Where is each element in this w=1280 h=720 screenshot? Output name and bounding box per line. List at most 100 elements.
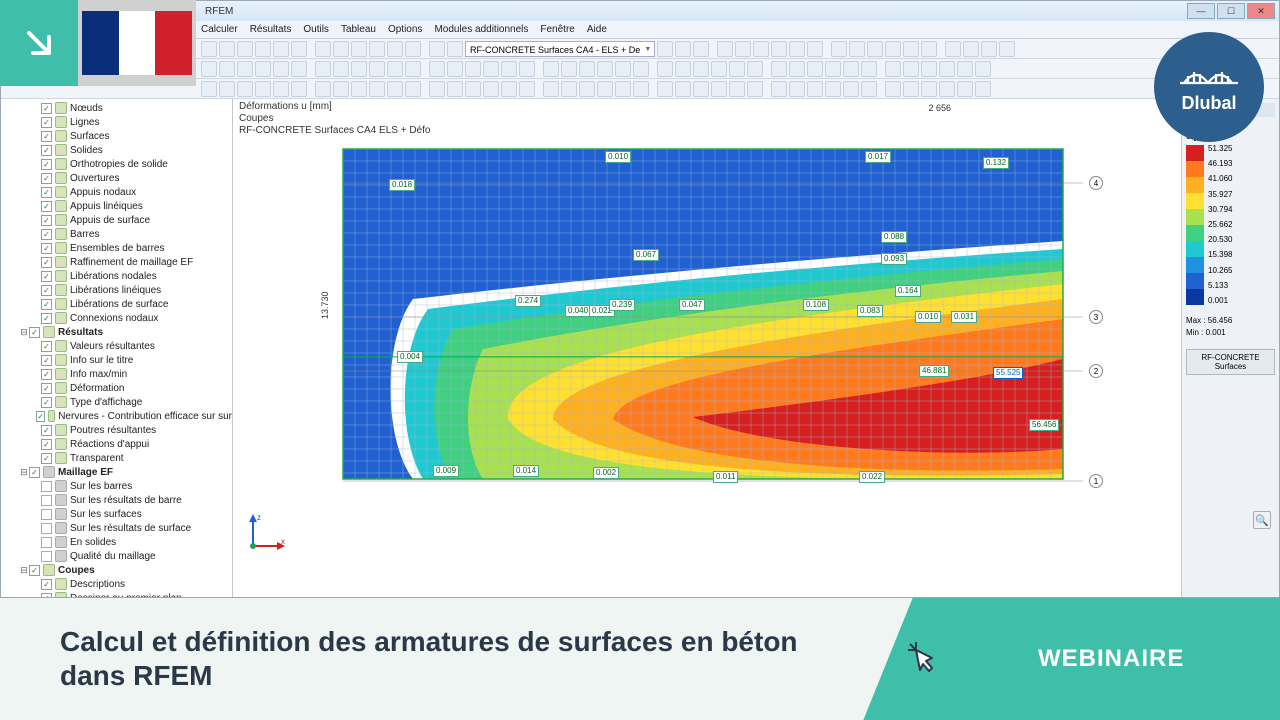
checkbox-icon[interactable] xyxy=(41,425,52,436)
checkbox-icon[interactable] xyxy=(41,243,52,254)
checkbox-icon[interactable] xyxy=(41,593,52,598)
tree-item[interactable]: Réactions d'appui xyxy=(7,437,232,451)
toolbar-button[interactable] xyxy=(465,81,481,97)
toolbar-button[interactable] xyxy=(501,81,517,97)
toolbar-button[interactable] xyxy=(903,81,919,97)
toolbar-button[interactable] xyxy=(975,61,991,77)
toolbar-button[interactable] xyxy=(369,81,385,97)
toolbar-button[interactable] xyxy=(939,81,955,97)
checkbox-icon[interactable] xyxy=(29,565,40,576)
toolbar-button[interactable] xyxy=(789,61,805,77)
toolbar-button[interactable] xyxy=(315,61,331,77)
menu-résultats[interactable]: Résultats xyxy=(250,24,292,35)
toolbar-button[interactable] xyxy=(201,61,217,77)
checkbox-icon[interactable] xyxy=(41,579,52,590)
checkbox-icon[interactable] xyxy=(41,145,52,156)
toolbar-button[interactable] xyxy=(333,81,349,97)
toolbar-button[interactable] xyxy=(735,41,751,57)
toolbar-button[interactable] xyxy=(543,61,559,77)
toolbar-button[interactable] xyxy=(291,41,307,57)
checkbox-icon[interactable] xyxy=(41,551,52,562)
tree-item[interactable]: Appuis linéiques xyxy=(7,199,232,213)
checkbox-icon[interactable] xyxy=(41,103,52,114)
toolbar-button[interactable] xyxy=(807,41,823,57)
toolbar-button[interactable] xyxy=(789,81,805,97)
tree-item[interactable]: Solides xyxy=(7,143,232,157)
toolbar-button[interactable] xyxy=(957,81,973,97)
toolbar-button[interactable] xyxy=(921,41,937,57)
toolbar-button[interactable] xyxy=(729,81,745,97)
checkbox-icon[interactable] xyxy=(41,369,52,380)
toolbar-button[interactable] xyxy=(729,61,745,77)
toolbar-button[interactable] xyxy=(597,61,613,77)
tree-item[interactable]: ⊟Résultats xyxy=(7,325,232,339)
toolbar-button[interactable] xyxy=(387,41,403,57)
toolbar-button[interactable] xyxy=(561,81,577,97)
tree-item[interactable]: Orthotropies de solide xyxy=(7,157,232,171)
toolbar-button[interactable] xyxy=(429,41,445,57)
toolbar-button[interactable] xyxy=(519,81,535,97)
checkbox-icon[interactable] xyxy=(41,159,52,170)
tree-item[interactable]: Sur les surfaces xyxy=(7,507,232,521)
checkbox-icon[interactable] xyxy=(41,201,52,212)
toolbar-button[interactable] xyxy=(957,61,973,77)
toolbar-button[interactable] xyxy=(333,41,349,57)
toolbar-button[interactable] xyxy=(963,41,979,57)
toolbar-button[interactable] xyxy=(405,61,421,77)
toolbar-button[interactable] xyxy=(657,41,673,57)
toolbar-button[interactable] xyxy=(771,61,787,77)
tree-item[interactable]: ⊟Coupes xyxy=(7,563,232,577)
toolbar-button[interactable] xyxy=(273,41,289,57)
toolbar-button[interactable] xyxy=(387,81,403,97)
toolbar-button[interactable] xyxy=(843,61,859,77)
tree-item[interactable]: Nervures - Contribution efficace sur sur xyxy=(7,409,232,423)
minimize-button[interactable]: — xyxy=(1187,3,1215,19)
toolbar-button[interactable] xyxy=(717,41,733,57)
toolbar-button[interactable] xyxy=(885,61,901,77)
checkbox-icon[interactable] xyxy=(41,117,52,128)
toolbar-button[interactable] xyxy=(711,61,727,77)
zoom-icon[interactable]: 🔍 xyxy=(1253,511,1271,529)
menu-options[interactable]: Options xyxy=(388,24,422,35)
checkbox-icon[interactable] xyxy=(41,537,52,548)
toolbar-button[interactable] xyxy=(201,41,217,57)
toolbar-button[interactable] xyxy=(237,61,253,77)
toolbar-button[interactable] xyxy=(291,81,307,97)
toolbar-button[interactable] xyxy=(333,61,349,77)
toolbar-button[interactable] xyxy=(861,81,877,97)
tree-item[interactable]: Raffinement de maillage EF xyxy=(7,255,232,269)
checkbox-icon[interactable] xyxy=(41,481,52,492)
toolbar-button[interactable] xyxy=(861,61,877,77)
toolbar-button[interactable] xyxy=(219,81,235,97)
tree-item[interactable]: Info sur le titre xyxy=(7,353,232,367)
toolbar-button[interactable] xyxy=(849,41,865,57)
checkbox-icon[interactable] xyxy=(41,397,52,408)
toolbar-button[interactable] xyxy=(483,81,499,97)
checkbox-icon[interactable] xyxy=(41,285,52,296)
checkbox-icon[interactable] xyxy=(36,411,45,422)
toolbar-button[interactable] xyxy=(939,61,955,77)
checkbox-icon[interactable] xyxy=(41,271,52,282)
toolbar-button[interactable] xyxy=(351,81,367,97)
toolbar-button[interactable] xyxy=(867,41,883,57)
toolbar-button[interactable] xyxy=(693,81,709,97)
toolbar-button[interactable] xyxy=(771,81,787,97)
checkbox-icon[interactable] xyxy=(41,453,52,464)
tree-item[interactable]: Libérations de surface xyxy=(7,297,232,311)
checkbox-icon[interactable] xyxy=(41,355,52,366)
checkbox-icon[interactable] xyxy=(29,467,40,478)
toolbar-button[interactable] xyxy=(771,41,787,57)
toolbar-button[interactable] xyxy=(201,81,217,97)
toolbar-button[interactable] xyxy=(429,61,445,77)
toolbar-button[interactable] xyxy=(429,81,445,97)
tree-item[interactable]: Dessiner au premier plan xyxy=(7,591,232,597)
toolbar-button[interactable] xyxy=(633,81,649,97)
toolbar-button[interactable] xyxy=(255,61,271,77)
toolbar-button[interactable] xyxy=(945,41,961,57)
maximize-button[interactable]: ☐ xyxy=(1217,3,1245,19)
toolbar-button[interactable] xyxy=(237,81,253,97)
toolbar-button[interactable] xyxy=(981,41,997,57)
tree-item[interactable]: Ouvertures xyxy=(7,171,232,185)
toolbar-button[interactable] xyxy=(291,61,307,77)
toolbar-button[interactable] xyxy=(561,61,577,77)
